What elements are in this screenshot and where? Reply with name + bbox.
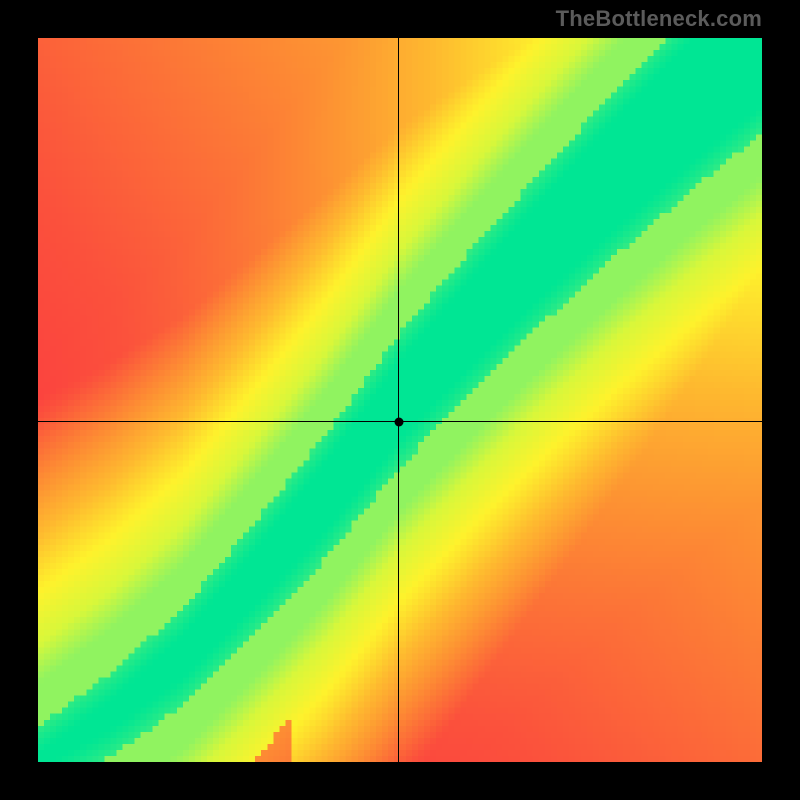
data-point-marker: [394, 417, 403, 426]
bottleneck-heatmap: [38, 38, 762, 762]
chart-container: { "attribution": { "text": "TheBottlenec…: [0, 0, 800, 800]
attribution-text: TheBottleneck.com: [556, 6, 762, 32]
